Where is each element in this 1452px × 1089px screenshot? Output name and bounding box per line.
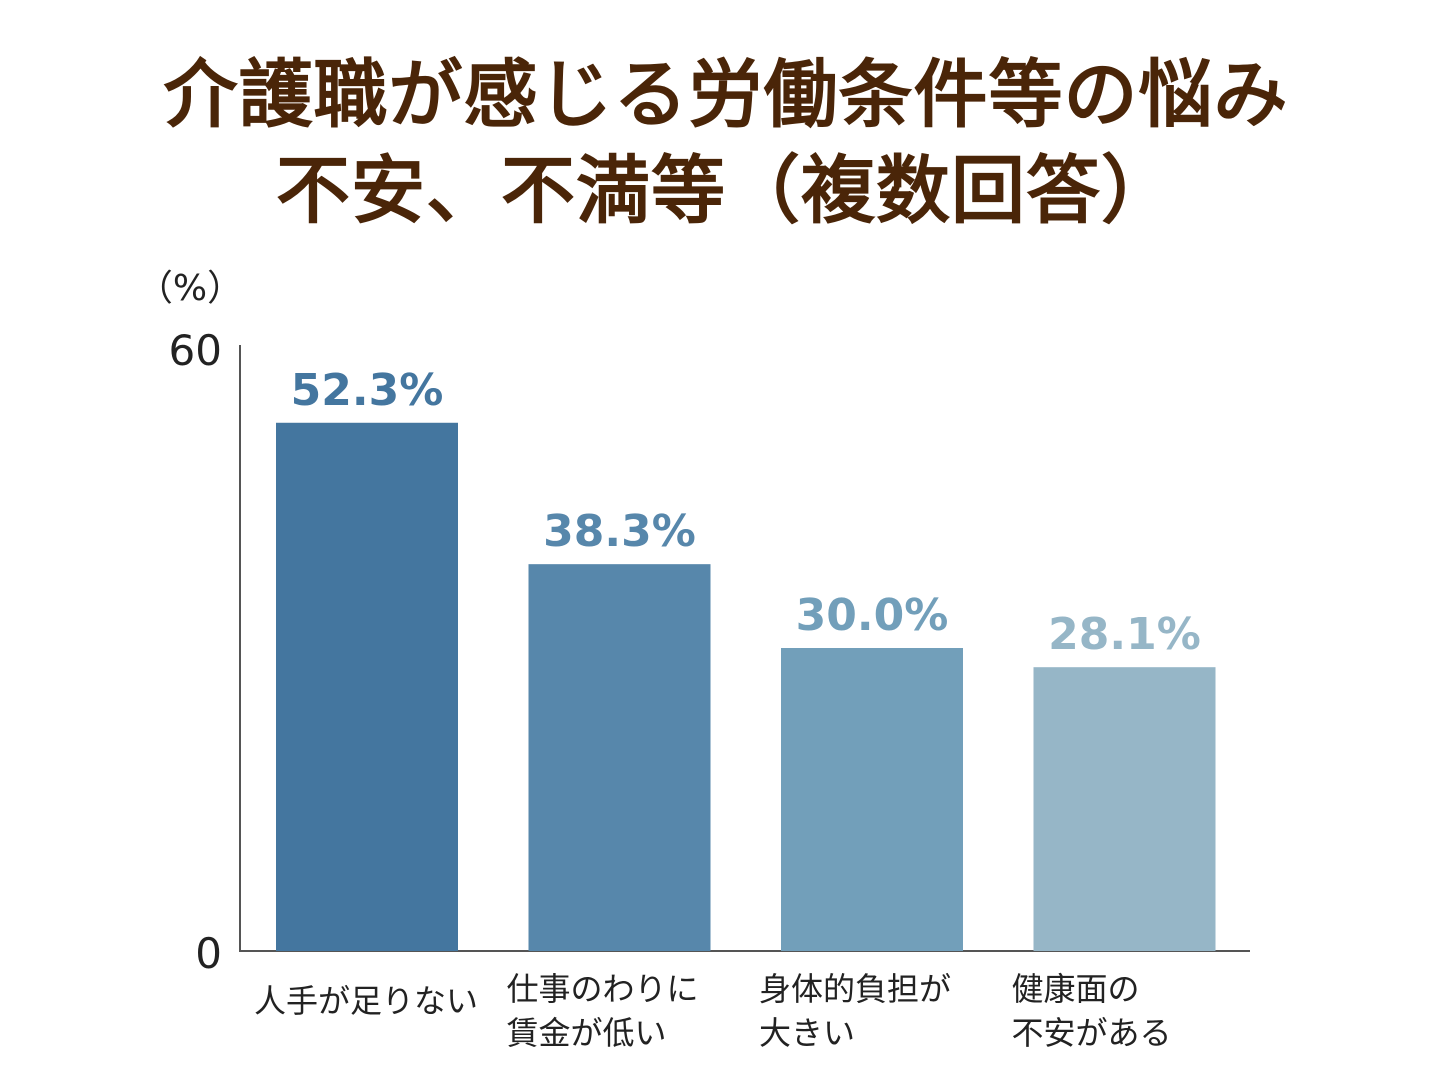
bar-value-label-2: 38.3% <box>543 506 696 557</box>
category-label-4-line-1: 健康面の <box>1012 970 1140 1008</box>
y-axis-unit-label: （%） <box>137 268 243 309</box>
category-label-1-line-1: 人手が足りない <box>254 982 478 1020</box>
category-label-2-line-2: 賃金が低い <box>507 1014 667 1052</box>
category-label-2-line-1: 仕事のわりに <box>507 970 699 1008</box>
category-label-3-line-2: 大きい <box>759 1014 855 1052</box>
chart-title-line-1: 介護職が感じる労働条件等の悩み <box>163 52 1289 138</box>
y-tick-label-max: 60 <box>169 326 222 375</box>
category-label-4-line-2: 不安がある <box>1012 1014 1172 1052</box>
bar-3 <box>781 648 963 951</box>
bar-1 <box>276 422 458 951</box>
bar-2 <box>528 564 711 951</box>
bar-value-label-3: 30.0% <box>796 590 949 641</box>
category-label-3-line-1: 身体的負担が <box>759 970 951 1008</box>
bar-value-label-4: 28.1% <box>1048 609 1201 660</box>
bar-value-label-1: 52.3% <box>291 365 444 416</box>
bar-4 <box>1033 667 1216 951</box>
chart-title-line-2: 不安、不満等（複数回答） <box>276 148 1176 234</box>
y-tick-label-min: 0 <box>195 929 222 978</box>
